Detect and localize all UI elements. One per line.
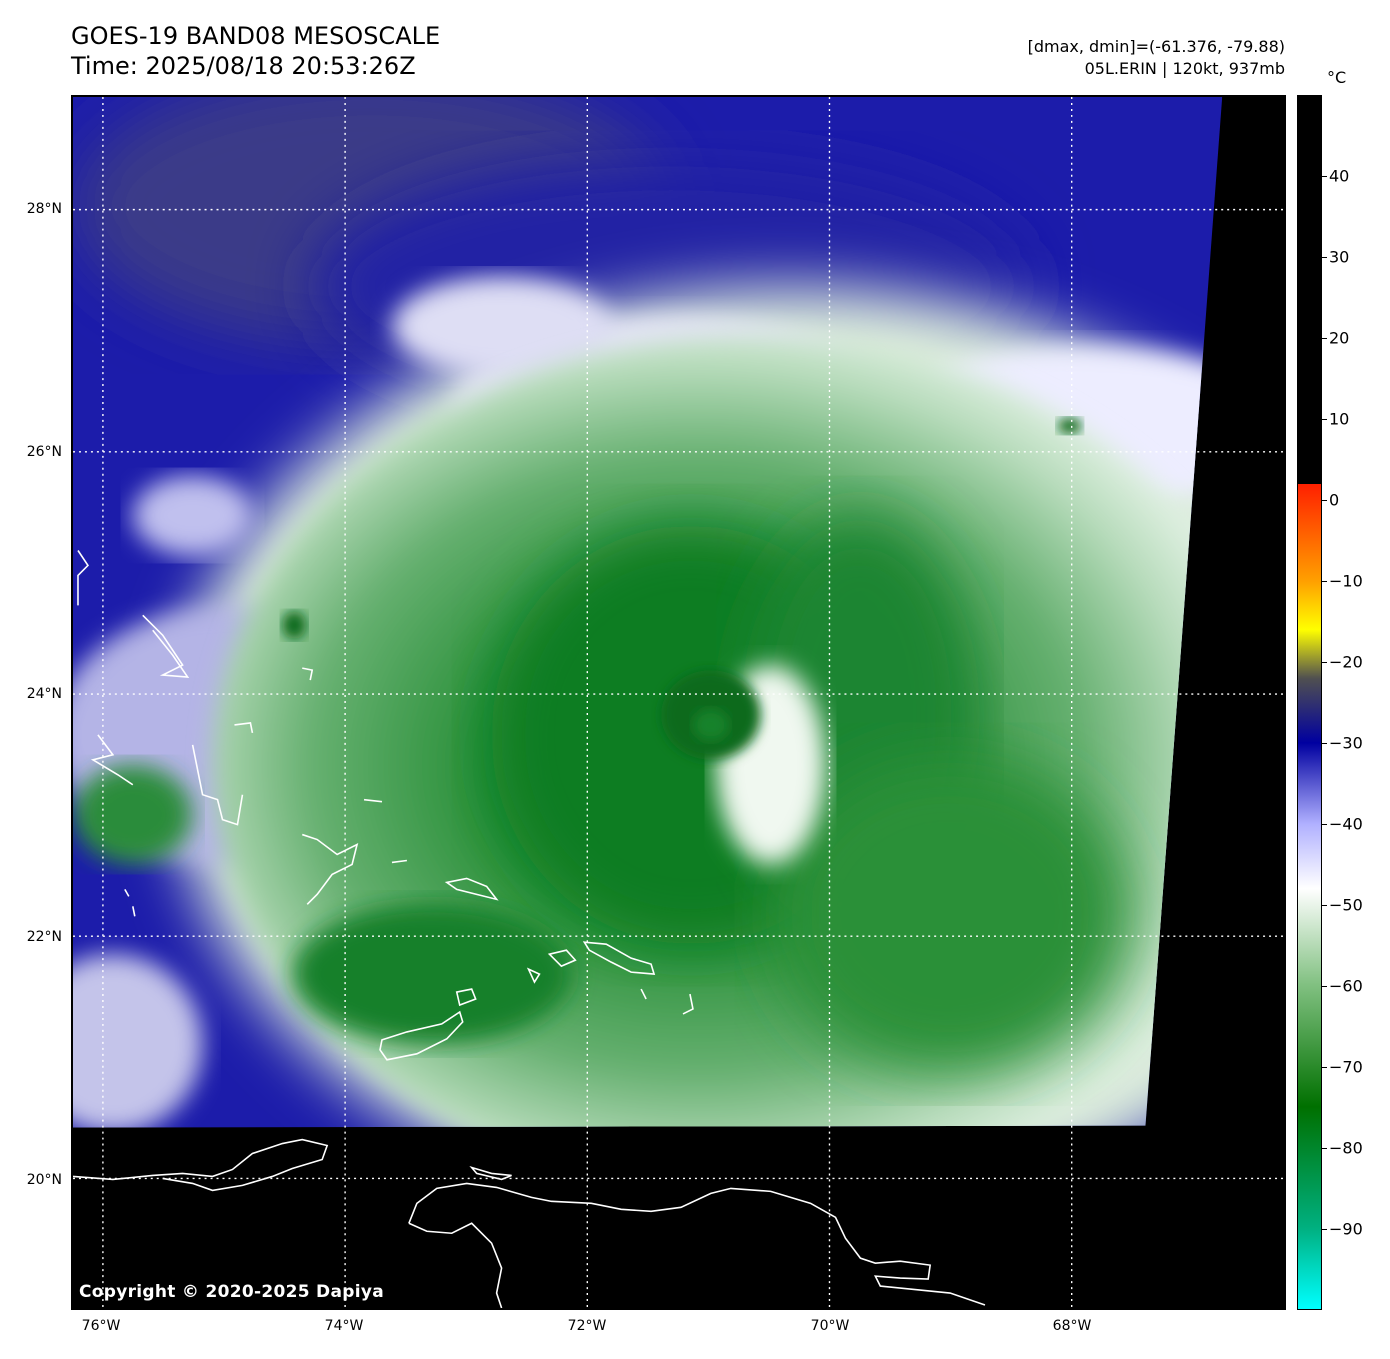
lat-label-20n: 20°N bbox=[26, 1172, 62, 1188]
colorbar-tick-mark bbox=[1322, 1067, 1327, 1068]
colorbar-tick-label: 30 bbox=[1329, 247, 1350, 267]
satellite-image-panel: Copyright © 2020-2025 Dapiya bbox=[71, 95, 1286, 1310]
colorbar-tick-mark bbox=[1322, 662, 1327, 663]
lat-label-26n: 26°N bbox=[26, 444, 62, 460]
colorbar-tick-label: −40 bbox=[1329, 814, 1363, 834]
lat-label-24n: 24°N bbox=[26, 686, 62, 702]
map-title: GOES-19 BAND08 MESOSCALE bbox=[71, 22, 441, 50]
colorbar-tick-mark bbox=[1322, 581, 1327, 582]
storm-info: 05L.ERIN | 120kt, 937mb bbox=[1084, 59, 1285, 78]
colorbar-tick-label: −80 bbox=[1329, 1138, 1363, 1158]
colorbar-tick-label: −60 bbox=[1329, 976, 1363, 996]
colorbar-tick-label: 10 bbox=[1329, 409, 1350, 429]
colorbar-tick-mark bbox=[1322, 743, 1327, 744]
colorbar-tick-label: −70 bbox=[1329, 1057, 1363, 1077]
lat-label-28n: 28°N bbox=[26, 201, 62, 217]
colorbar-unit: °C bbox=[1327, 68, 1347, 87]
lon-label-68w: 68°W bbox=[1052, 1318, 1092, 1334]
colorbar-tick-mark bbox=[1322, 419, 1327, 420]
colorbar-tick-label: −30 bbox=[1329, 733, 1363, 753]
lon-label-72w: 72°W bbox=[567, 1318, 607, 1334]
colorbar-tick-mark bbox=[1322, 257, 1327, 258]
colorbar-tick-mark bbox=[1322, 1148, 1327, 1149]
coastlines bbox=[73, 550, 986, 1308]
colorbar bbox=[1297, 95, 1322, 1310]
colorbar-tick-mark bbox=[1322, 338, 1327, 339]
colorbar-tick-label: −90 bbox=[1329, 1219, 1363, 1239]
lon-label-76w: 76°W bbox=[81, 1318, 121, 1334]
colorbar-tick-label: −50 bbox=[1329, 895, 1363, 915]
colorbar-tick-label: −20 bbox=[1329, 652, 1363, 672]
colorbar-tick-label: 20 bbox=[1329, 328, 1350, 348]
colorbar-tick-label: 40 bbox=[1329, 166, 1350, 186]
dmax-dmin-readout: [dmax, dmin]=(-61.376, -79.88) bbox=[1027, 37, 1285, 56]
colorbar-tick-mark bbox=[1322, 824, 1327, 825]
colorbar-tick-mark bbox=[1322, 1229, 1327, 1230]
gridlines bbox=[73, 97, 1284, 1308]
satellite-image bbox=[73, 97, 1284, 1308]
lat-label-22n: 22°N bbox=[26, 929, 62, 945]
lon-label-74w: 74°W bbox=[324, 1318, 364, 1334]
colorbar-tick-mark bbox=[1322, 986, 1327, 987]
colorbar-tick-mark bbox=[1322, 905, 1327, 906]
map-timestamp: Time: 2025/08/18 20:53:26Z bbox=[71, 52, 416, 80]
colorbar-tick-label: 0 bbox=[1329, 490, 1340, 510]
colorbar-tick-mark bbox=[1322, 176, 1327, 177]
lon-label-70w: 70°W bbox=[810, 1318, 850, 1334]
colorbar-tick-mark bbox=[1322, 500, 1327, 501]
cloud-field bbox=[73, 97, 1223, 1128]
copyright-notice: Copyright © 2020-2025 Dapiya bbox=[79, 1282, 384, 1302]
colorbar-tick-label: −10 bbox=[1329, 571, 1363, 591]
